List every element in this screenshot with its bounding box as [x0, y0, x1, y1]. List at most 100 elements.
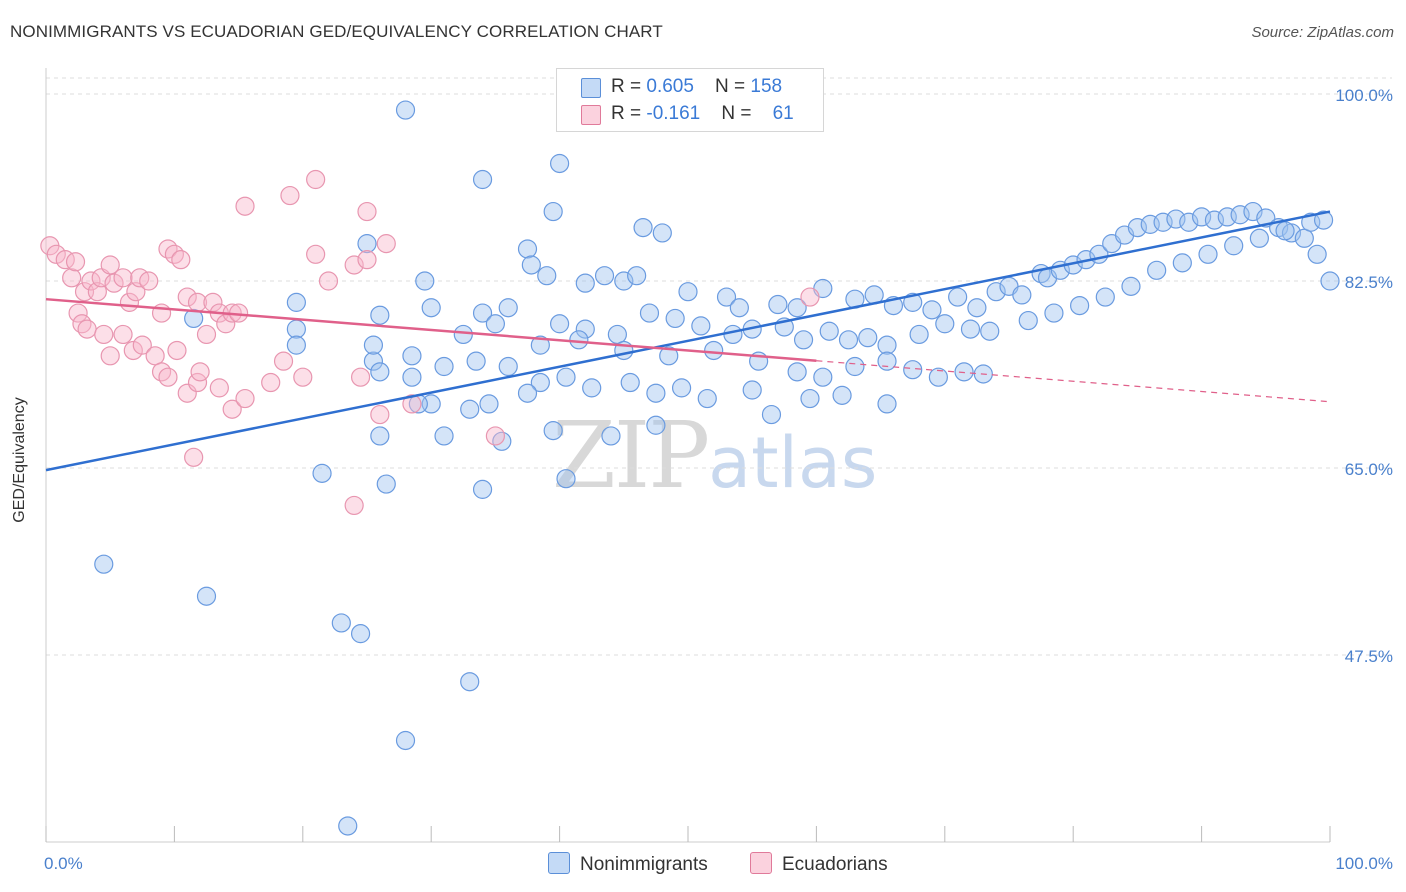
point-nonimmigrants — [312, 463, 332, 483]
point-ecuadorians — [306, 169, 326, 190]
point-nonimmigrants — [521, 255, 541, 275]
x-tick-label-min: 0.0% — [44, 854, 83, 873]
point-nonimmigrants — [678, 282, 698, 302]
point-ecuadorians — [164, 244, 184, 264]
point-nonimmigrants — [793, 330, 814, 350]
point-nonimmigrants — [1012, 285, 1032, 305]
point-nonimmigrants — [620, 372, 640, 393]
point-nonimmigrants — [761, 404, 782, 425]
point-ecuadorians — [235, 196, 255, 216]
point-nonimmigrants — [395, 100, 416, 120]
point-nonimmigrants — [601, 426, 621, 446]
point-nonimmigrants — [370, 426, 390, 446]
point-nonimmigrants — [659, 346, 679, 366]
point-nonimmigrants — [472, 303, 493, 323]
point-ecuadorians — [222, 399, 242, 419]
point-nonimmigrants — [370, 362, 390, 382]
point-ecuadorians — [402, 394, 422, 414]
point-nonimmigrants — [1307, 244, 1327, 264]
point-ecuadorians — [145, 346, 165, 366]
point-nonimmigrants — [1070, 295, 1090, 316]
point-nonimmigrants — [1198, 244, 1218, 264]
point-ecuadorians — [46, 244, 66, 264]
point-nonimmigrants — [517, 383, 538, 403]
point-nonimmigrants — [1018, 310, 1038, 331]
point-nonimmigrants — [286, 319, 306, 339]
point-nonimmigrants — [357, 234, 377, 254]
point-nonimmigrants — [607, 324, 627, 345]
point-nonimmigrants — [986, 282, 1006, 302]
point-nonimmigrants — [954, 362, 974, 382]
point-nonimmigrants — [517, 239, 538, 259]
y-tick-label: 82.5% — [1345, 273, 1393, 292]
point-nonimmigrants — [1095, 287, 1115, 307]
watermark-zip: ZIP — [552, 402, 710, 509]
point-nonimmigrants — [466, 351, 486, 371]
point-ecuadorians — [81, 271, 101, 291]
point-nonimmigrants — [415, 271, 435, 291]
point-ecuadorians — [293, 367, 313, 387]
point-nonimmigrants — [1121, 276, 1141, 296]
point-ecuadorians — [344, 255, 364, 275]
point-nonimmigrants — [671, 378, 692, 398]
source-credit: Source: ZipAtlas.com — [1251, 24, 1394, 41]
point-nonimmigrants — [729, 298, 749, 318]
point-ecuadorians — [158, 367, 178, 387]
point-nonimmigrants — [838, 330, 859, 350]
point-nonimmigrants — [877, 335, 897, 355]
point-ecuadorians — [62, 268, 82, 288]
trendline-nonimmigrants — [45, 210, 1331, 472]
point-nonimmigrants — [723, 324, 743, 345]
point-nonimmigrants — [922, 300, 942, 320]
point-nonimmigrants — [575, 319, 595, 339]
bottom-legend-nonimmigrants: Nonimmigrants — [548, 852, 708, 876]
point-ecuadorians — [376, 234, 396, 254]
point-ecuadorians — [280, 185, 300, 206]
point-nonimmigrants — [434, 356, 454, 377]
point-ecuadorians — [158, 239, 178, 259]
point-nonimmigrants — [543, 201, 563, 222]
point-nonimmigrants — [691, 316, 711, 336]
point-nonimmigrants — [633, 217, 653, 238]
point-ecuadorians — [235, 388, 255, 409]
point-ecuadorians — [167, 340, 187, 361]
point-ecuadorians — [113, 268, 133, 288]
point-nonimmigrants — [1320, 271, 1340, 291]
point-nonimmigrants — [819, 321, 839, 341]
legend-swatch-blue — [581, 78, 601, 98]
point-ecuadorians — [344, 495, 364, 516]
bottom-legend-ecuadorians: Ecuadorians — [750, 852, 888, 876]
point-ecuadorians — [800, 287, 820, 307]
point-nonimmigrants — [402, 346, 422, 366]
point-nonimmigrants — [627, 266, 647, 286]
point-nonimmigrants — [434, 426, 454, 446]
point-nonimmigrants — [909, 324, 929, 345]
point-ecuadorians — [273, 351, 294, 371]
point-ecuadorians — [171, 250, 191, 270]
point-nonimmigrants — [928, 367, 948, 387]
y-tick-label: 47.5% — [1345, 647, 1393, 666]
point-nonimmigrants — [569, 330, 589, 350]
point-nonimmigrants — [1249, 228, 1269, 248]
point-ecuadorians — [177, 287, 197, 307]
point-ecuadorians — [72, 314, 92, 334]
point-nonimmigrants — [903, 292, 923, 312]
point-nonimmigrants — [453, 324, 473, 345]
point-nonimmigrants — [376, 474, 396, 494]
point-nonimmigrants — [196, 586, 217, 606]
trendline-ecuadorians — [45, 297, 817, 362]
legend-swatch-pink — [581, 105, 601, 125]
point-ecuadorians — [357, 201, 377, 222]
point-nonimmigrants — [402, 367, 422, 387]
trendline-ecuadorians-extension — [816, 360, 1331, 403]
point-nonimmigrants — [787, 298, 807, 318]
point-nonimmigrants — [697, 388, 717, 409]
point-ecuadorians — [123, 340, 143, 361]
point-ecuadorians — [370, 404, 390, 425]
point-nonimmigrants — [556, 367, 576, 387]
point-nonimmigrants — [485, 314, 505, 334]
point-nonimmigrants — [877, 394, 897, 414]
point-ecuadorians — [209, 378, 229, 398]
point-ecuadorians — [261, 372, 281, 393]
